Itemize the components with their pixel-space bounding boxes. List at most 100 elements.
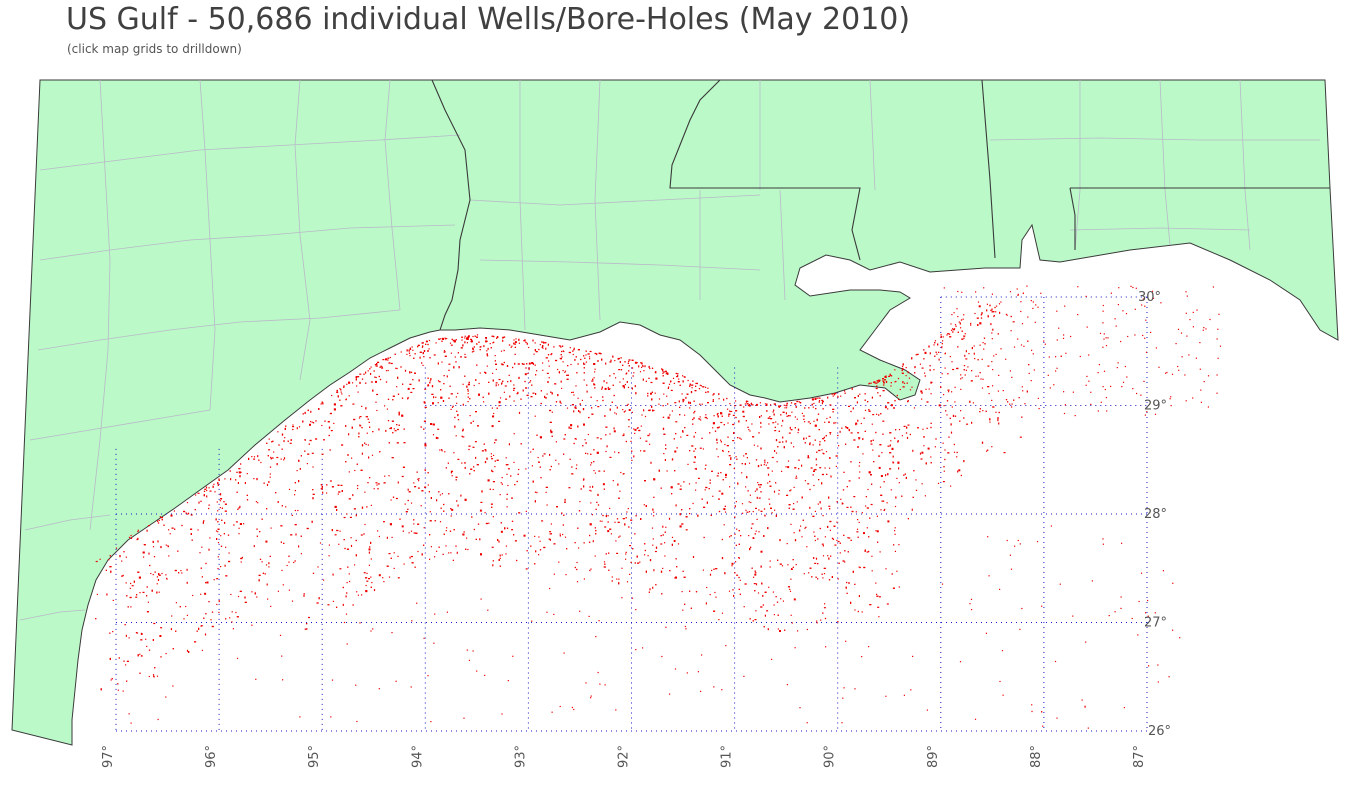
- drilldown-grid-cell[interactable]: [941, 406, 1044, 515]
- well-point: [298, 426, 301, 428]
- well-point: [187, 512, 190, 514]
- drilldown-grid-cell[interactable]: [528, 623, 631, 732]
- drilldown-grid-cell[interactable]: [116, 514, 219, 623]
- well-point: [401, 475, 404, 478]
- well-point: [1056, 310, 1058, 312]
- drilldown-grid-cell[interactable]: [1044, 514, 1147, 623]
- drilldown-grid-cell[interactable]: [941, 514, 1044, 623]
- well-point: [253, 545, 255, 548]
- drilldown-grid-cell[interactable]: [219, 623, 322, 732]
- well-point: [435, 436, 438, 439]
- well-point: [323, 579, 325, 581]
- well-point: [783, 446, 785, 449]
- well-point: [820, 507, 822, 510]
- well-point: [733, 423, 735, 426]
- well-point: [550, 523, 552, 525]
- drilldown-grid-cell[interactable]: [116, 406, 219, 515]
- drilldown-grid-cell[interactable]: [528, 297, 631, 406]
- well-point: [548, 377, 550, 379]
- drilldown-grid-cell[interactable]: [528, 406, 631, 515]
- well-point: [432, 434, 435, 436]
- drilldown-grid-cell[interactable]: [116, 623, 219, 732]
- well-point: [821, 573, 823, 575]
- drilldown-grid-cell[interactable]: [838, 514, 941, 623]
- well-point: [391, 536, 393, 538]
- well-point: [259, 531, 261, 533]
- drilldown-grid-cell[interactable]: [322, 406, 425, 515]
- well-point: [998, 422, 1000, 425]
- drilldown-grid-cell[interactable]: [941, 623, 1044, 732]
- well-point: [689, 383, 691, 386]
- drilldown-grid-cell[interactable]: [632, 406, 735, 515]
- well-point: [434, 520, 436, 522]
- well-point: [736, 458, 738, 460]
- drilldown-grid-cell[interactable]: [219, 406, 322, 515]
- well-point: [430, 378, 432, 381]
- well-point: [1134, 334, 1136, 336]
- drilldown-grid-cell[interactable]: [632, 623, 735, 732]
- well-point: [669, 414, 671, 416]
- drilldown-grid-cell[interactable]: [1044, 623, 1147, 732]
- drilldown-grid-cell[interactable]: [838, 297, 941, 406]
- drilldown-grid-cell[interactable]: [528, 514, 631, 623]
- well-point: [745, 420, 747, 422]
- drilldown-grid-cell[interactable]: [632, 514, 735, 623]
- drilldown-grid-cell[interactable]: [735, 514, 838, 623]
- well-point: [847, 427, 849, 429]
- well-point: [946, 414, 948, 416]
- well-point: [723, 524, 725, 526]
- well-point: [437, 402, 439, 404]
- well-point: [428, 339, 431, 342]
- well-point: [1013, 346, 1016, 348]
- drilldown-grid-cell[interactable]: [1044, 406, 1147, 515]
- drilldown-grid-cell[interactable]: [941, 297, 1044, 406]
- drilldown-grid-cell[interactable]: [219, 297, 322, 406]
- drilldown-grid-cell[interactable]: [322, 297, 425, 406]
- well-point: [768, 498, 770, 500]
- well-point: [961, 330, 963, 332]
- well-point: [1207, 406, 1209, 408]
- drilldown-grid-cell[interactable]: [735, 406, 838, 515]
- well-point: [498, 405, 500, 407]
- drilldown-grid-cell[interactable]: [116, 297, 219, 406]
- well-point: [726, 397, 728, 400]
- drilldown-grid-cell[interactable]: [838, 623, 941, 732]
- well-point: [266, 508, 268, 510]
- drilldown-grid-cell[interactable]: [425, 623, 528, 732]
- well-point: [476, 343, 478, 345]
- well-point: [409, 383, 412, 385]
- well-point: [530, 451, 532, 453]
- well-point: [652, 538, 654, 540]
- well-point: [429, 511, 431, 513]
- well-point: [951, 314, 953, 316]
- well-point: [396, 428, 399, 431]
- drilldown-grid-cell[interactable]: [1044, 297, 1147, 406]
- well-point: [606, 382, 608, 384]
- well-point: [889, 432, 892, 434]
- well-point: [470, 468, 473, 470]
- drilldown-grid-cell[interactable]: [322, 623, 425, 732]
- drilldown-grid-cell[interactable]: [838, 406, 941, 515]
- well-point: [368, 578, 370, 580]
- well-point: [407, 398, 409, 400]
- well-point: [875, 382, 878, 384]
- well-point: [623, 433, 625, 435]
- well-point: [906, 382, 908, 384]
- well-point: [1126, 376, 1128, 378]
- well-point: [624, 523, 626, 526]
- well-point: [1016, 288, 1018, 290]
- well-point: [768, 423, 770, 425]
- well-point: [651, 391, 653, 393]
- well-point: [310, 420, 312, 423]
- well-point: [408, 532, 410, 534]
- well-point: [1169, 398, 1171, 400]
- drilldown-grid-cell[interactable]: [735, 297, 838, 406]
- well-point: [671, 543, 673, 546]
- well-point: [328, 434, 330, 437]
- well-point: [971, 347, 973, 350]
- well-point: [1203, 327, 1205, 329]
- drilldown-grid-cell[interactable]: [632, 297, 735, 406]
- well-point: [718, 393, 720, 396]
- drilldown-grid-cell[interactable]: [735, 623, 838, 732]
- well-point: [956, 308, 958, 310]
